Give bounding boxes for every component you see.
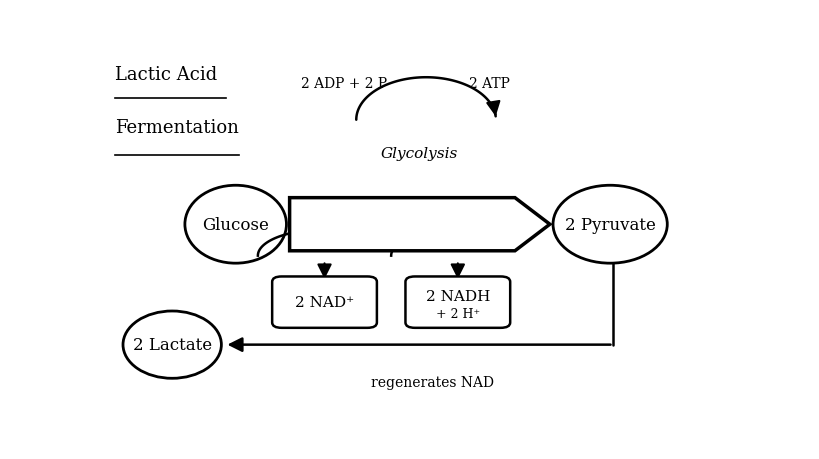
FancyBboxPatch shape xyxy=(272,277,377,328)
Text: regenerates NAD: regenerates NAD xyxy=(371,375,494,389)
Text: 2 ADP + 2 P: 2 ADP + 2 P xyxy=(301,76,387,90)
Text: Fermentation: Fermentation xyxy=(115,119,239,137)
Text: 2 ATP: 2 ATP xyxy=(469,76,510,90)
Text: Glycolysis: Glycolysis xyxy=(381,147,459,161)
Text: 2 Lactate: 2 Lactate xyxy=(133,336,212,353)
Text: 2 NAD⁺: 2 NAD⁺ xyxy=(295,296,354,309)
Polygon shape xyxy=(290,198,550,251)
Text: Glucose: Glucose xyxy=(202,216,269,233)
Text: 2 NADH: 2 NADH xyxy=(426,289,490,303)
Text: Lactic Acid: Lactic Acid xyxy=(115,66,217,84)
FancyBboxPatch shape xyxy=(405,277,510,328)
Text: + 2 H⁺: + 2 H⁺ xyxy=(436,308,480,320)
Text: 2 Pyruvate: 2 Pyruvate xyxy=(565,216,655,233)
